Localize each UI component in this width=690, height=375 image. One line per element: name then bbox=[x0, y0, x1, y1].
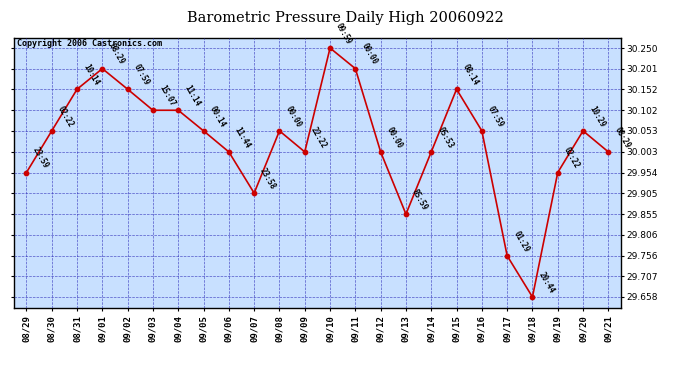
Point bbox=[578, 128, 589, 134]
Text: 85:59: 85:59 bbox=[410, 188, 429, 212]
Text: 00:00: 00:00 bbox=[385, 125, 404, 150]
Point bbox=[198, 128, 209, 134]
Text: 23:59: 23:59 bbox=[30, 146, 50, 170]
Point bbox=[552, 170, 563, 176]
Text: 11:14: 11:14 bbox=[182, 84, 201, 108]
Text: 05:53: 05:53 bbox=[435, 125, 455, 150]
Text: Barometric Pressure Daily High 20060922: Barometric Pressure Daily High 20060922 bbox=[186, 11, 504, 25]
Point bbox=[375, 149, 386, 155]
Text: 00:00: 00:00 bbox=[284, 104, 303, 129]
Point bbox=[502, 253, 513, 259]
Point bbox=[400, 211, 411, 217]
Text: 10:14: 10:14 bbox=[81, 63, 101, 87]
Point bbox=[476, 128, 487, 134]
Text: 00:14: 00:14 bbox=[208, 104, 227, 129]
Point bbox=[148, 107, 159, 113]
Point bbox=[274, 128, 285, 134]
Text: 23:58: 23:58 bbox=[258, 166, 277, 191]
Point bbox=[426, 149, 437, 155]
Text: 20:44: 20:44 bbox=[537, 270, 556, 295]
Point bbox=[46, 128, 57, 134]
Point bbox=[527, 294, 538, 300]
Point bbox=[224, 149, 235, 155]
Point bbox=[299, 149, 310, 155]
Text: 10:29: 10:29 bbox=[587, 104, 607, 129]
Point bbox=[324, 45, 335, 51]
Point bbox=[122, 86, 133, 92]
Point bbox=[248, 190, 259, 196]
Point bbox=[97, 66, 108, 72]
Point bbox=[72, 86, 83, 92]
Text: 07:59: 07:59 bbox=[486, 104, 505, 129]
Text: Copyright 2006 Castronics.com: Copyright 2006 Castronics.com bbox=[17, 39, 162, 48]
Text: 02:22: 02:22 bbox=[562, 146, 581, 170]
Text: 01:29: 01:29 bbox=[511, 229, 531, 254]
Point bbox=[21, 170, 32, 176]
Point bbox=[603, 149, 614, 155]
Text: 00:00: 00:00 bbox=[359, 42, 379, 66]
Point bbox=[451, 86, 462, 92]
Text: 22:22: 22:22 bbox=[309, 125, 328, 150]
Text: 11:44: 11:44 bbox=[233, 125, 253, 150]
Text: 08:29: 08:29 bbox=[106, 42, 126, 66]
Text: 15:07: 15:07 bbox=[157, 84, 177, 108]
Point bbox=[350, 66, 361, 72]
Text: 09:59: 09:59 bbox=[334, 21, 353, 46]
Text: 02:22: 02:22 bbox=[56, 104, 75, 129]
Text: 08:29: 08:29 bbox=[613, 125, 632, 150]
Text: 07:59: 07:59 bbox=[132, 63, 151, 87]
Text: 08:14: 08:14 bbox=[461, 63, 480, 87]
Point bbox=[172, 107, 184, 113]
